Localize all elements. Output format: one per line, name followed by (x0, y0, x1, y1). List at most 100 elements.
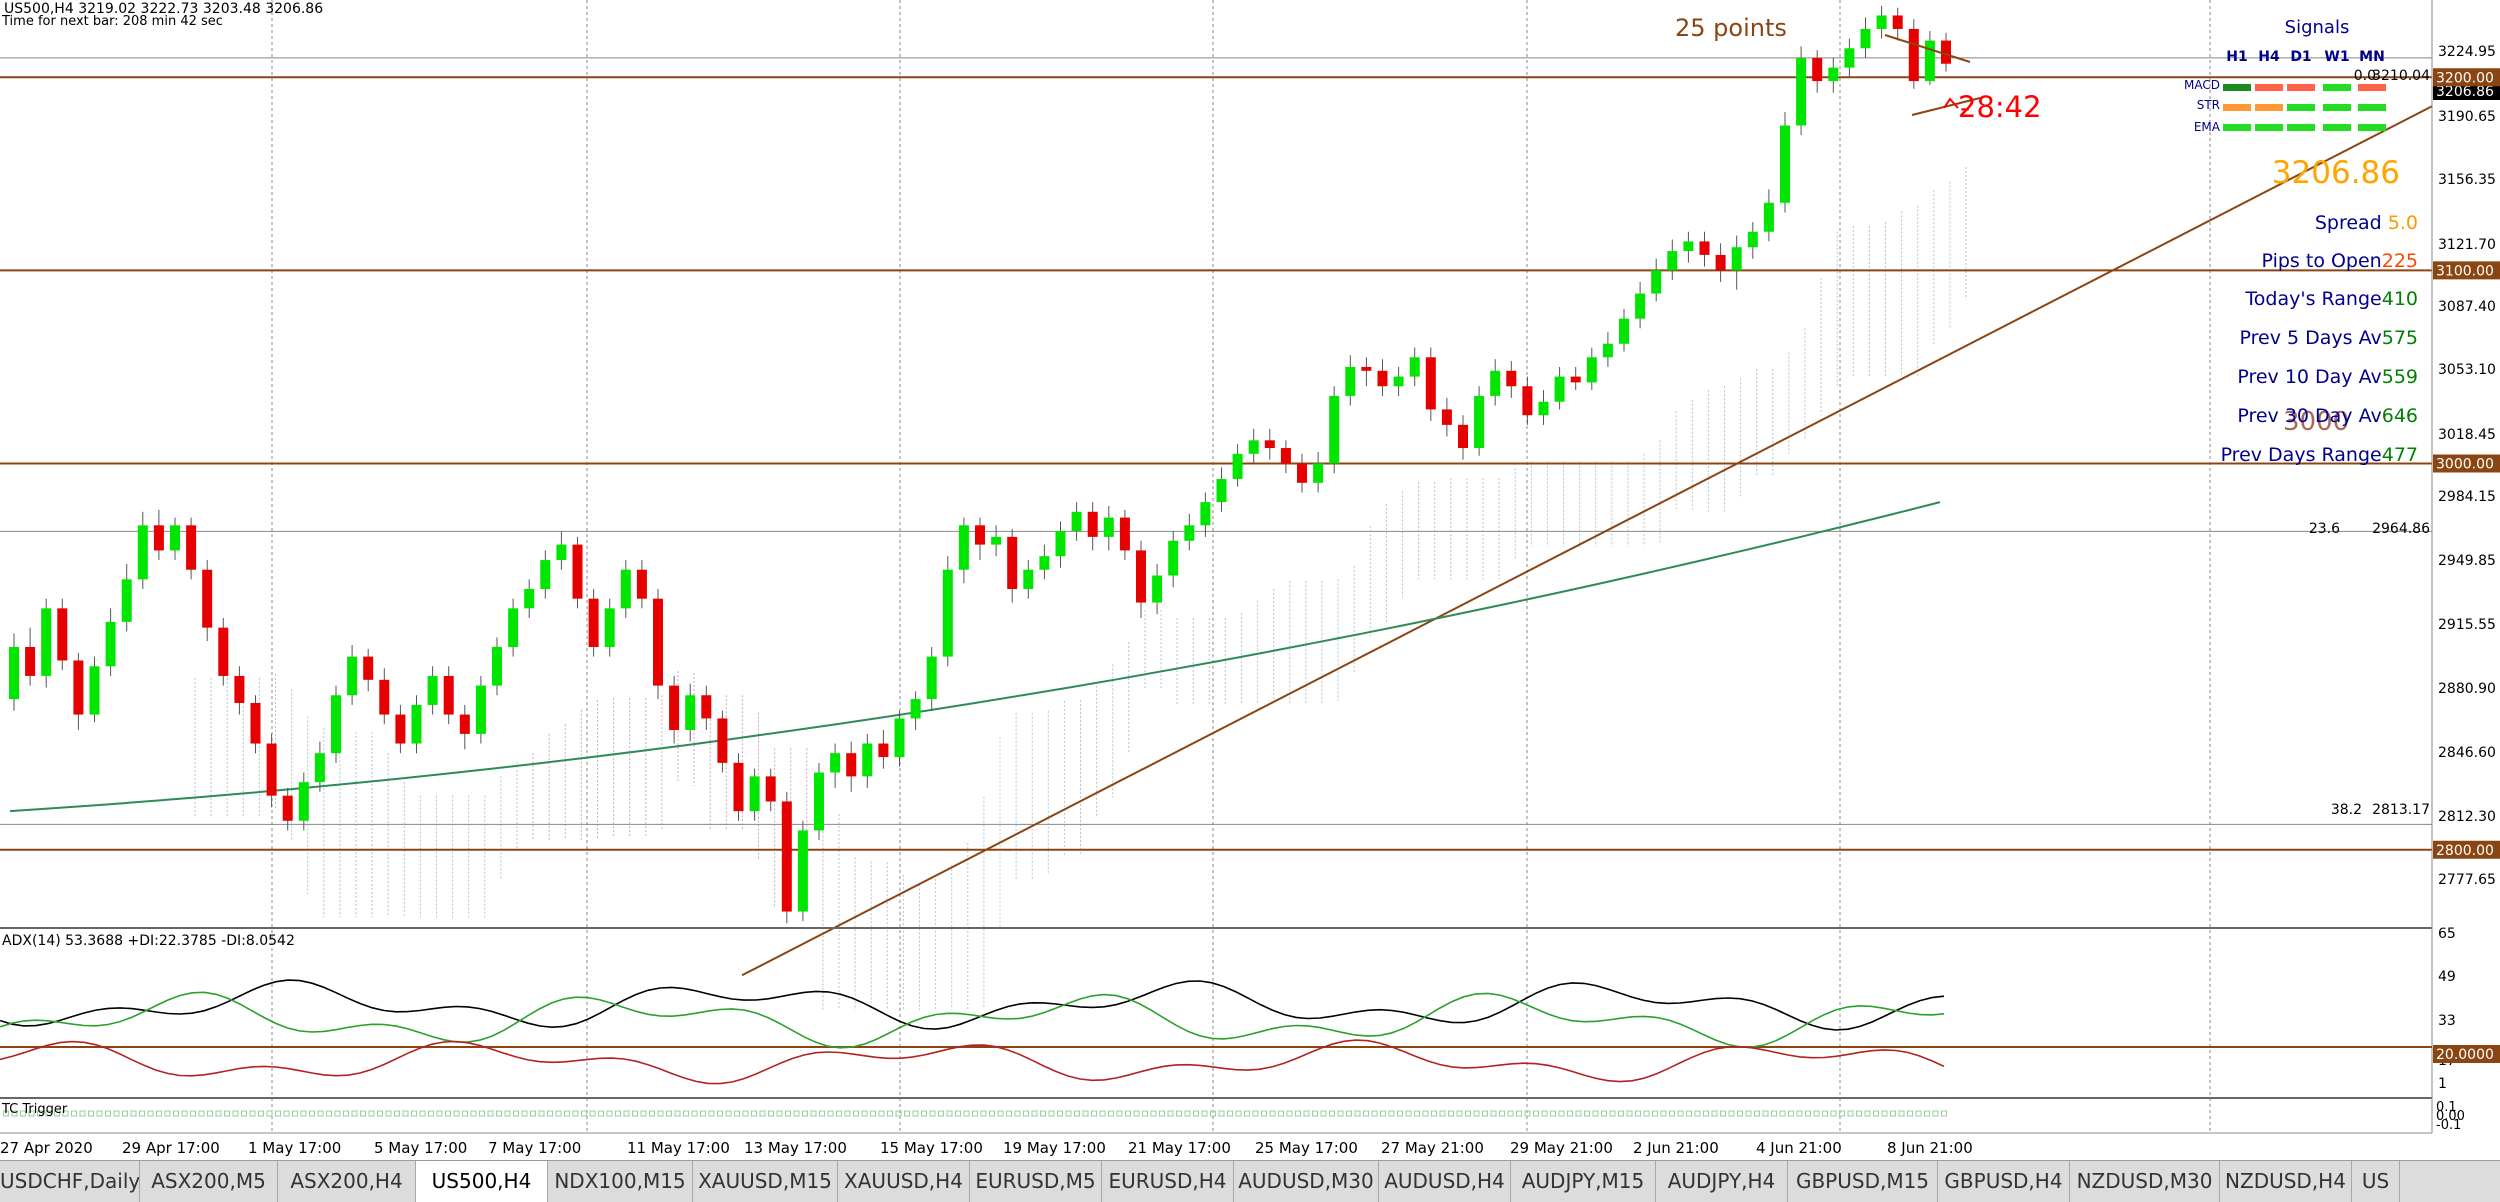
tc-marker (1167, 1110, 1174, 1117)
tc-marker (1431, 1110, 1437, 1117)
time-tick: 15 May 17:00 (880, 1139, 983, 1157)
tc-marker (122, 1110, 128, 1117)
tc-marker (725, 1110, 732, 1117)
signal-cell (2358, 104, 2386, 111)
tc-marker (1465, 1110, 1471, 1117)
candle-body (492, 646, 502, 686)
candle-body (1619, 318, 1629, 344)
tc-marker (929, 1110, 936, 1117)
candle-body (459, 714, 470, 734)
tc-marker (1244, 1110, 1250, 1117)
tc-marker (1116, 1110, 1123, 1117)
candle-body (1168, 540, 1179, 576)
chart-tab[interactable]: GBPUSD,H4 (1938, 1161, 2070, 1202)
tc-marker (62, 1110, 69, 1117)
chart-tab[interactable]: AUDJPY,M15 (1511, 1161, 1656, 1202)
stat-value: 646 (2382, 405, 2418, 427)
tc-marker (470, 1110, 477, 1117)
tc-marker (1822, 1110, 1828, 1117)
tc-marker (1439, 1110, 1446, 1117)
tc-marker (691, 1110, 698, 1117)
chart-tab[interactable]: ASX200,M5 (140, 1161, 278, 1202)
tc-marker (1235, 1110, 1242, 1117)
tc-marker (428, 1110, 434, 1117)
candle-body (170, 525, 180, 551)
tc-marker (1601, 1110, 1607, 1117)
candle-body (1651, 270, 1662, 294)
trend-lines (9, 105, 2433, 977)
tc-marker (1558, 1110, 1565, 1117)
candle-body (1924, 40, 1935, 82)
candle-body (1715, 254, 1726, 271)
candle-body (1232, 453, 1243, 479)
chart-tab[interactable]: US500,H4 (416, 1161, 548, 1202)
candle-body (475, 685, 486, 734)
tc-marker (734, 1110, 740, 1117)
tc-marker (1320, 1110, 1327, 1117)
current-price-tag-bg (2433, 82, 2500, 100)
chart-tab[interactable]: AUDJPY,H4 (1656, 1161, 1788, 1202)
candle-body (282, 795, 293, 821)
tc-marker (1728, 1110, 1735, 1117)
tc-marker (1830, 1110, 1837, 1117)
chart-tab[interactable]: AUDUSD,H4 (1379, 1161, 1511, 1202)
chart-tab[interactable]: EURUSD,H4 (1102, 1161, 1234, 1202)
tc-marker (147, 1110, 154, 1117)
chart-tab[interactable]: EURUSD,M5 (970, 1161, 1102, 1202)
stat-label: Pips to Open (2262, 250, 2382, 272)
tc-tick: 0.00 (2436, 1109, 2465, 1124)
candle-body (588, 598, 599, 647)
price-chart[interactable]: US500,H4 3219.02 3222.73 3203.48 3206.86… (0, 0, 2500, 1160)
chart-tab[interactable]: NZDUSD,M30 (2070, 1161, 2220, 1202)
stat-label: Prev Days Range (2221, 444, 2382, 466)
chart-tab[interactable]: GBPUSD,M15 (1788, 1161, 1938, 1202)
signal-cell (2287, 104, 2315, 111)
chart-tab[interactable]: XAUUSD,H4 (838, 1161, 970, 1202)
tc-marker (980, 1110, 987, 1117)
chart-tab[interactable]: USDCHF,Daily (0, 1161, 140, 1202)
tc-marker (1677, 1110, 1684, 1117)
candle-body (411, 704, 422, 744)
tc-marker (343, 1110, 349, 1117)
chart-tab-bar: USDCHF,Daily ASX200,M5 ASX200,H4 US500,H4 ND… (0, 1160, 2500, 1202)
signals-title: Signals (2285, 17, 2350, 38)
tc-marker (1660, 1110, 1667, 1117)
candle-body (1683, 241, 1694, 252)
chart-tab[interactable]: NZDUSD,H4 (2220, 1161, 2352, 1202)
candle-body (427, 675, 438, 705)
vertical-grid (271, 0, 2211, 1133)
candle-body (1264, 440, 1275, 449)
tc-marker (1626, 1110, 1633, 1117)
fib-38-value: 2813.17 (2372, 802, 2430, 818)
tc-marker (1312, 1110, 1318, 1117)
candle-body (1892, 15, 1903, 29)
tc-marker (1388, 1110, 1395, 1117)
tc-marker (1711, 1110, 1718, 1117)
tc-marker (1941, 1110, 1947, 1117)
tc-marker (275, 1110, 281, 1117)
tc-marker (496, 1110, 502, 1117)
tc-marker (1507, 1110, 1514, 1117)
candle-body (121, 579, 132, 622)
tc-marker (1686, 1110, 1692, 1117)
chart-tab[interactable]: AUDUSD,M30 (1234, 1161, 1379, 1202)
time-tick: 4 Jun 21:00 (1756, 1139, 1842, 1157)
tc-marker (708, 1110, 715, 1117)
fib-0-value: 3210.04 (2372, 68, 2430, 84)
chart-tab[interactable]: NDX100,M15 (548, 1161, 693, 1202)
tc-marker (1261, 1110, 1267, 1117)
chart-tab[interactable]: ASX200,H4 (278, 1161, 416, 1202)
tc-marker (317, 1110, 324, 1117)
tc-marker (776, 1110, 783, 1117)
tc-marker (640, 1110, 647, 1117)
tc-marker (632, 1110, 638, 1117)
chart-tab[interactable]: XAUUSD,M15 (693, 1161, 838, 1202)
tc-marker (232, 1110, 239, 1117)
candle-body (1731, 247, 1742, 271)
tc-marker (666, 1110, 672, 1117)
chart-tab[interactable]: US (2352, 1161, 2400, 1202)
time-axis: 27 Apr 2020 29 Apr 17:00 1 May 17:00 5 May … (0, 1139, 1973, 1157)
tc-marker (1643, 1110, 1650, 1117)
tc-tick: -0.1 (2436, 1118, 2461, 1133)
